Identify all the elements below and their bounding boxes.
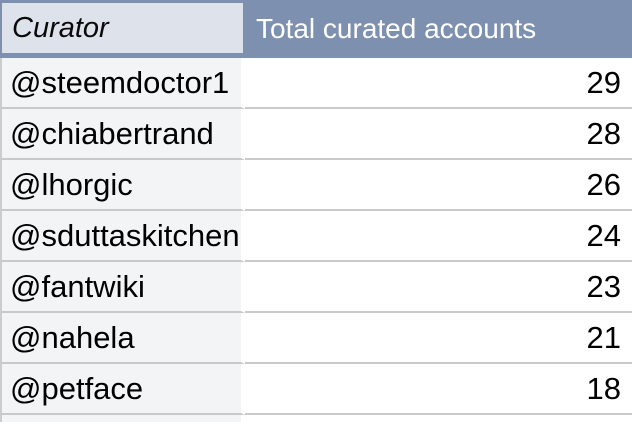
table-row: @petface 18 — [0, 364, 632, 415]
total-column-header: Total curated accounts — [243, 0, 632, 58]
total-column-header-label: Total curated accounts — [256, 13, 537, 44]
curator-name-cell: @steemdoctor1 — [0, 58, 245, 109]
total-value-cell: 21 — [245, 313, 632, 364]
curator-name-cell: @petface — [0, 364, 245, 415]
total-value-cell: 29 — [245, 58, 632, 109]
curator-column-header: Curator — [2, 3, 243, 53]
table-row: @sduttaskitchen 24 — [0, 211, 632, 262]
table-row: @chiabertrand 28 — [0, 109, 632, 160]
curator-name-cell: @sduttaskitchen — [0, 211, 245, 262]
table-row: @fantwiki 23 — [0, 262, 632, 313]
table-row: @lhorgic 26 — [0, 160, 632, 211]
curator-name-cell: @lhorgic — [0, 160, 245, 211]
curator-name-cell: @nahela — [0, 313, 245, 364]
table-header-row: Curator Total curated accounts — [0, 0, 632, 58]
total-value-cell: 28 — [245, 109, 632, 160]
total-value-cell: 24 — [245, 211, 632, 262]
table-row: @steemdoctor1 29 — [0, 58, 632, 109]
total-value-cell: 23 — [245, 262, 632, 313]
table-row-partial — [0, 415, 632, 422]
curator-name-cell: @chiabertrand — [0, 109, 245, 160]
curator-column-header-label: Curator — [12, 11, 109, 44]
table-row: @nahela 21 — [0, 313, 632, 364]
curator-name-cell — [0, 415, 245, 422]
total-value-cell: 18 — [245, 364, 632, 415]
total-value-cell: 26 — [245, 160, 632, 211]
total-value-cell — [245, 415, 632, 422]
curator-name-cell: @fantwiki — [0, 262, 245, 313]
